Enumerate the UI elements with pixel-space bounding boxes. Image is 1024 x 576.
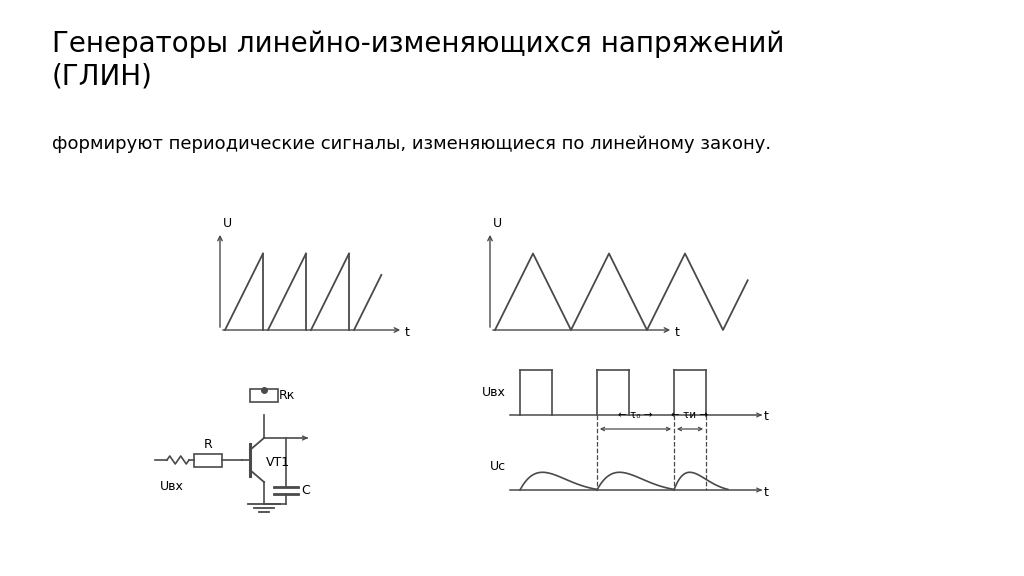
Text: R: R — [204, 438, 212, 450]
Text: C: C — [301, 484, 309, 497]
Text: ← τ₀ →: ← τ₀ → — [618, 410, 652, 420]
Text: Rк: Rк — [279, 389, 295, 402]
Text: формируют периодические сигналы, изменяющиеся по линейному закону.: формируют периодические сигналы, изменяю… — [52, 135, 771, 153]
Text: t: t — [764, 411, 769, 423]
Text: t: t — [406, 327, 410, 339]
Text: Uвх: Uвх — [482, 386, 506, 399]
Text: VT1: VT1 — [266, 456, 290, 468]
Text: U: U — [493, 217, 502, 230]
Text: Uc: Uc — [489, 460, 506, 472]
Text: t: t — [675, 327, 680, 339]
Bar — [250, 389, 278, 402]
Text: U: U — [223, 217, 232, 230]
Text: Генераторы линейно-изменяющихся напряжений
(ГЛИН): Генераторы линейно-изменяющихся напряжен… — [52, 30, 784, 90]
Text: Uвх: Uвх — [160, 480, 184, 493]
Text: t: t — [764, 486, 769, 498]
Text: ← τи →: ← τи → — [672, 410, 709, 420]
Bar — [194, 453, 222, 467]
